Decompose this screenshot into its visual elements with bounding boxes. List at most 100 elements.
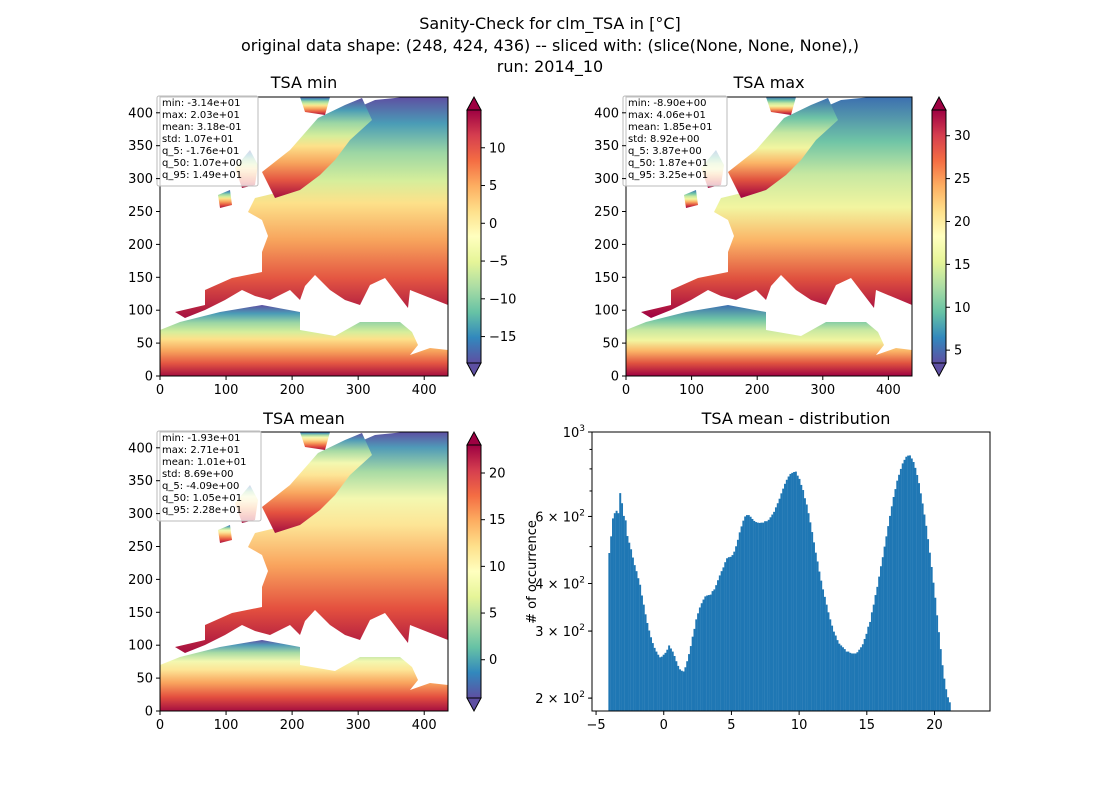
stat-line: max: 4.06e+01 [628,110,706,121]
histogram-bar [932,582,935,711]
colorbar-tick-label: 10 [489,141,506,156]
histogram-bar [688,654,691,711]
histogram-bar [914,467,917,711]
histogram-bar [829,619,832,711]
histogram-bar [755,522,758,711]
histogram-bar [809,522,812,711]
histogram-bar [843,649,846,711]
histogram-bar [668,645,671,711]
x-tick-label: 100 [214,718,239,733]
histogram-bar [689,646,692,711]
histogram-bar [865,633,868,711]
colorbar-extend-min [931,362,947,378]
stat-line: std: 8.69e+00 [162,469,234,480]
histogram-bar [702,599,705,711]
y-tick-label: 100 [128,639,153,654]
histogram-bar [930,566,933,711]
histogram-bar [798,478,801,711]
histogram-bar [727,557,730,711]
y-tick-label: 300 [128,172,153,187]
histogram-bar [811,532,814,711]
histogram-bar [780,493,783,711]
histogram-bar [894,489,897,711]
histogram-bar [622,515,625,711]
y-tick-label: 250 [128,205,153,220]
histogram-bar [651,643,654,711]
stat-line: min: -8.90e+00 [628,98,707,109]
colorbar-extend-max [466,95,482,111]
colorbar-tick-label: 5 [489,179,497,194]
x-tick-label: −5 [586,718,605,733]
histogram-bar [697,613,700,711]
histogram-bar [892,496,895,711]
colorbar-tick-label: 30 [954,129,971,144]
histogram-bar [653,647,656,711]
histogram-bar [671,651,674,711]
histogram-bar [782,488,785,711]
x-tick-label: 0 [156,718,164,733]
histogram-bar [937,632,940,711]
histogram-bar [709,594,712,711]
x-tick-label: 0 [622,383,630,398]
histogram-bar [624,520,627,711]
panel-title: TSA min [270,73,337,92]
histogram-bar [657,654,660,711]
y-tick-label: 200 [594,238,619,253]
x-tick-label: 100 [214,383,239,398]
histogram-bar [635,571,638,711]
histogram-bar [898,474,901,711]
histogram-bar [858,649,861,711]
y-tick-label: 50 [602,337,619,352]
histogram-bar [744,516,747,711]
histogram-bar [847,651,850,711]
stat-line: q_95: 3.25e+01 [628,170,708,181]
colorbar-tick-label: −5 [489,255,508,270]
histogram-bar [907,455,910,711]
colorbar-tick-label: 15 [489,513,506,528]
colorbar-tick-label: −15 [489,330,516,345]
histogram-bar [921,503,924,711]
histogram-bar [854,653,857,711]
histogram-bar [749,516,752,711]
heatmap-image [626,97,912,376]
histogram-bar [733,551,736,711]
x-tick-label: 15 [859,718,876,733]
histogram-bar [698,607,701,711]
axes-ticks: −5 0 5 10 15 20 2 × 102 3 × 102 4 × 102 6 × 102 10… [535,424,942,733]
histogram-bar [675,661,678,711]
y-tick-label: 0 [145,370,153,385]
colorbar-extend-min [466,697,482,713]
histogram-bar [899,468,902,711]
histogram-bar [666,649,669,711]
histogram-bar [901,463,904,711]
histogram-bar [765,521,768,711]
histogram-bar [890,506,893,711]
stat-line: q_5: -4.09e+00 [162,481,239,492]
colorbar-body [466,444,482,699]
y-tick-label: 400 [128,106,153,121]
land-area [218,525,232,543]
y-tick-label: 250 [128,540,153,555]
histogram-bar [707,595,710,711]
histogram-bar [774,507,777,711]
y-tick-label: 3 × 102 [535,623,585,640]
axes-ticks: 0 100 200 300 400 0 50 100 150 200 250 300 350 400 [128,106,436,398]
histogram-bar [845,651,848,711]
histogram-bar [655,651,658,711]
stat-line: q_95: 1.49e+01 [162,170,242,181]
histogram-bar [916,475,919,711]
histogram-bar [852,653,855,711]
y-tick-label: 300 [594,172,619,187]
histogram-bar [805,504,808,711]
histogram-bar [747,515,750,711]
histogram-bar [863,638,866,711]
stat-line: min: -3.14e+01 [162,98,241,109]
stat-line: q_5: -1.76e+01 [162,146,239,157]
histogram-bar [682,671,685,711]
histogram-bar [630,549,633,711]
colorbar-tick-label: 0 [489,653,497,668]
histogram-bar [925,525,928,711]
histogram-bar [827,612,830,711]
histogram-bar [851,653,853,711]
histogram-bar [816,561,819,711]
